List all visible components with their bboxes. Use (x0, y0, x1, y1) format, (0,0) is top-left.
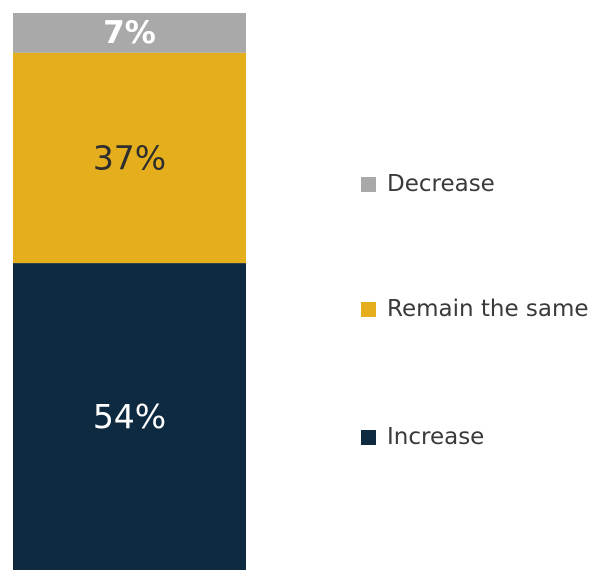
legend-label-increase: Increase (387, 424, 484, 450)
bar-segment-increase (13, 263, 246, 570)
legend-label-remain-the-same: Remain the same (387, 296, 589, 322)
legend-swatch-increase (361, 430, 376, 445)
legend-label-decrease: Decrease (387, 171, 495, 197)
bar-segment-decrease (13, 13, 246, 53)
data-label-decrease: 7% (103, 15, 156, 51)
bar-segment-remain-the-same (13, 52, 246, 264)
legend: Decrease Remain the same Increase (361, 171, 589, 450)
data-label-increase: 54% (93, 397, 166, 436)
data-label-remain-the-same: 37% (93, 138, 166, 177)
bar-stack: 54% 37% 7% (13, 13, 246, 570)
legend-swatch-decrease (361, 177, 376, 192)
legend-swatch-remain-the-same (361, 302, 376, 317)
